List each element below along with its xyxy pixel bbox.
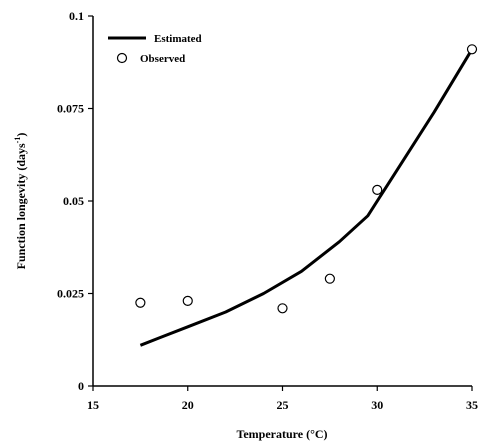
y-tick-label: 0.025 — [57, 287, 84, 301]
x-axis-title: Temperature (°C) — [236, 427, 327, 441]
x-tick-label: 20 — [182, 398, 194, 412]
plot-area: 0 0.025 0.05 0.075 0.1 15 20 25 30 35 — [57, 9, 478, 412]
observed-point — [466, 44, 478, 55]
y-axis-title: Function longevity (days-1) — [13, 133, 28, 270]
x-tick-label: 25 — [277, 398, 289, 412]
y-tick-label: 0 — [78, 379, 84, 393]
observed-point — [182, 295, 193, 306]
x-ticks: 15 20 25 30 35 — [87, 386, 478, 412]
legend-marker-observed — [116, 52, 128, 64]
legend: Estimated Observed — [108, 33, 202, 65]
y-tick-label: 0.05 — [63, 194, 84, 208]
series-line-estimated — [139, 48, 474, 347]
y-ticks: 0 0.025 0.05 0.075 0.1 — [57, 9, 93, 393]
observed-point — [135, 297, 146, 308]
x-tick-label: 35 — [466, 398, 478, 412]
y-tick-label: 0.075 — [57, 102, 84, 116]
legend-label-observed: Observed — [140, 53, 185, 65]
y-axis-title-close: ) — [14, 133, 28, 137]
series-layer — [135, 44, 478, 347]
observed-point — [372, 184, 383, 195]
x-tick-label: 15 — [87, 398, 99, 412]
observed-point — [277, 303, 288, 314]
legend-label-estimated: Estimated — [154, 33, 202, 45]
x-tick-label: 30 — [371, 398, 383, 412]
observed-point — [324, 273, 335, 284]
y-axis-title-superscript: -1 — [13, 137, 22, 144]
y-tick-label: 0.1 — [69, 9, 84, 23]
y-axis-title-main: Function longevity (days — [14, 143, 28, 269]
